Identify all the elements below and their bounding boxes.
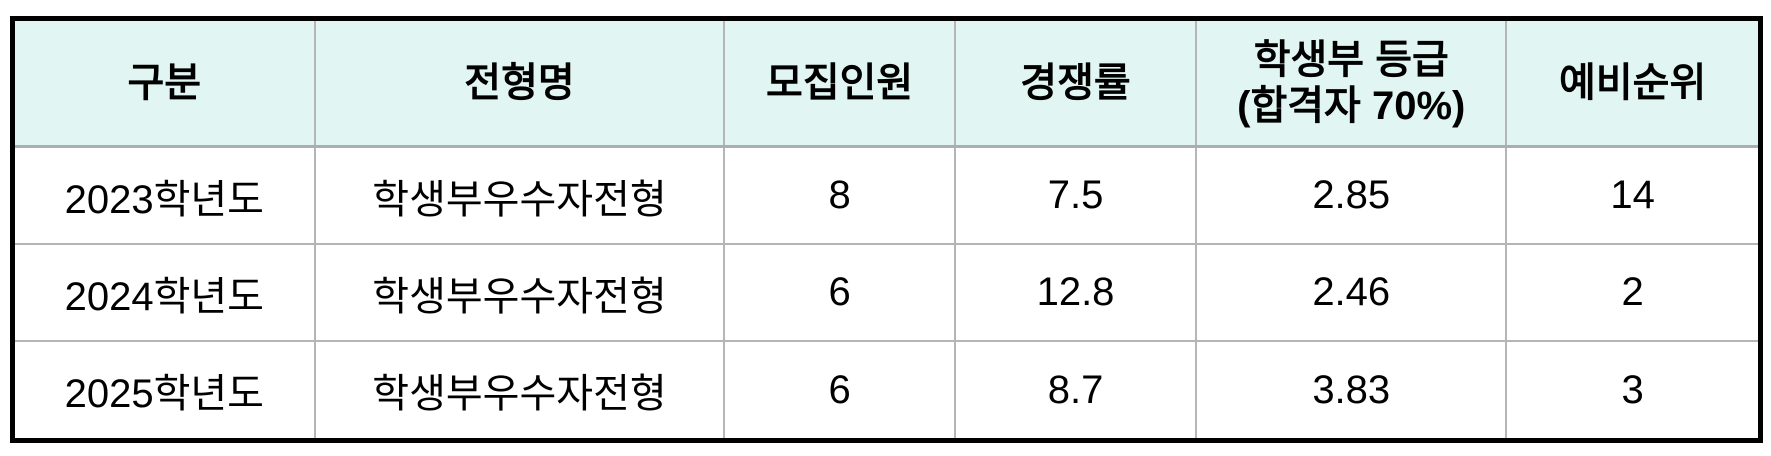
col-header-record-grade: 학생부 등급 (합격자 70%)	[1195, 17, 1508, 148]
col-header-waitlist-rank: 예비순위	[1505, 17, 1762, 148]
cell-competition-ratio: 8.7	[953, 340, 1198, 442]
cell-category: 2025학년도	[11, 340, 316, 442]
table-row: 2023학년도 학생부우수자전형 8 7.5 2.85 14	[11, 145, 1762, 246]
cell-waitlist-rank: 3	[1505, 340, 1762, 442]
cell-admission-type: 학생부우수자전형	[313, 243, 726, 343]
cell-waitlist-rank: 14	[1505, 145, 1762, 246]
col-header-admission-type: 전형명	[313, 17, 726, 148]
cell-admission-type: 학생부우수자전형	[313, 340, 726, 442]
cell-record-grade: 2.85	[1195, 145, 1508, 246]
cell-quota: 6	[723, 340, 956, 442]
col-header-competition-ratio: 경쟁률	[953, 17, 1198, 148]
cell-waitlist-rank: 2	[1505, 243, 1762, 343]
col-header-category: 구분	[11, 17, 316, 148]
admissions-table: 구분 전형명 모집인원 경쟁률 학생부 등급 (합격자 70%) 예비순위 20…	[10, 16, 1763, 443]
cell-category: 2023학년도	[11, 145, 316, 246]
cell-competition-ratio: 7.5	[953, 145, 1198, 246]
header-row: 구분 전형명 모집인원 경쟁률 학생부 등급 (합격자 70%) 예비순위	[11, 17, 1762, 148]
cell-record-grade: 3.83	[1195, 340, 1508, 442]
admissions-table-container: 구분 전형명 모집인원 경쟁률 학생부 등급 (합격자 70%) 예비순위 20…	[10, 16, 1763, 443]
cell-record-grade: 2.46	[1195, 243, 1508, 343]
cell-competition-ratio: 12.8	[953, 243, 1198, 343]
col-header-quota: 모집인원	[723, 17, 956, 148]
cell-admission-type: 학생부우수자전형	[313, 145, 726, 246]
cell-quota: 6	[723, 243, 956, 343]
cell-category: 2024학년도	[11, 243, 316, 343]
table-body: 2023학년도 학생부우수자전형 8 7.5 2.85 14 2024학년도 학…	[11, 145, 1762, 442]
table-row: 2024학년도 학생부우수자전형 6 12.8 2.46 2	[11, 243, 1762, 343]
table-row: 2025학년도 학생부우수자전형 6 8.7 3.83 3	[11, 340, 1762, 442]
table-header: 구분 전형명 모집인원 경쟁률 학생부 등급 (합격자 70%) 예비순위	[11, 17, 1762, 148]
cell-quota: 8	[723, 145, 956, 246]
